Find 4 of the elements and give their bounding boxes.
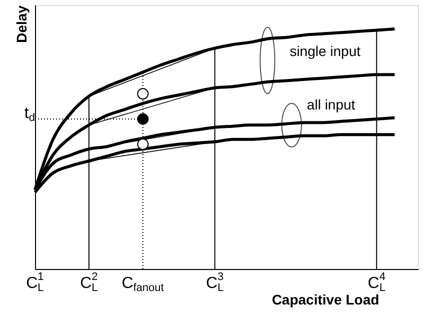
annotation: all input xyxy=(306,96,356,112)
x-axis-title: Capacitive Load xyxy=(272,292,380,308)
annotation: single input xyxy=(290,42,361,59)
y-axis-title: Delay xyxy=(14,5,30,43)
